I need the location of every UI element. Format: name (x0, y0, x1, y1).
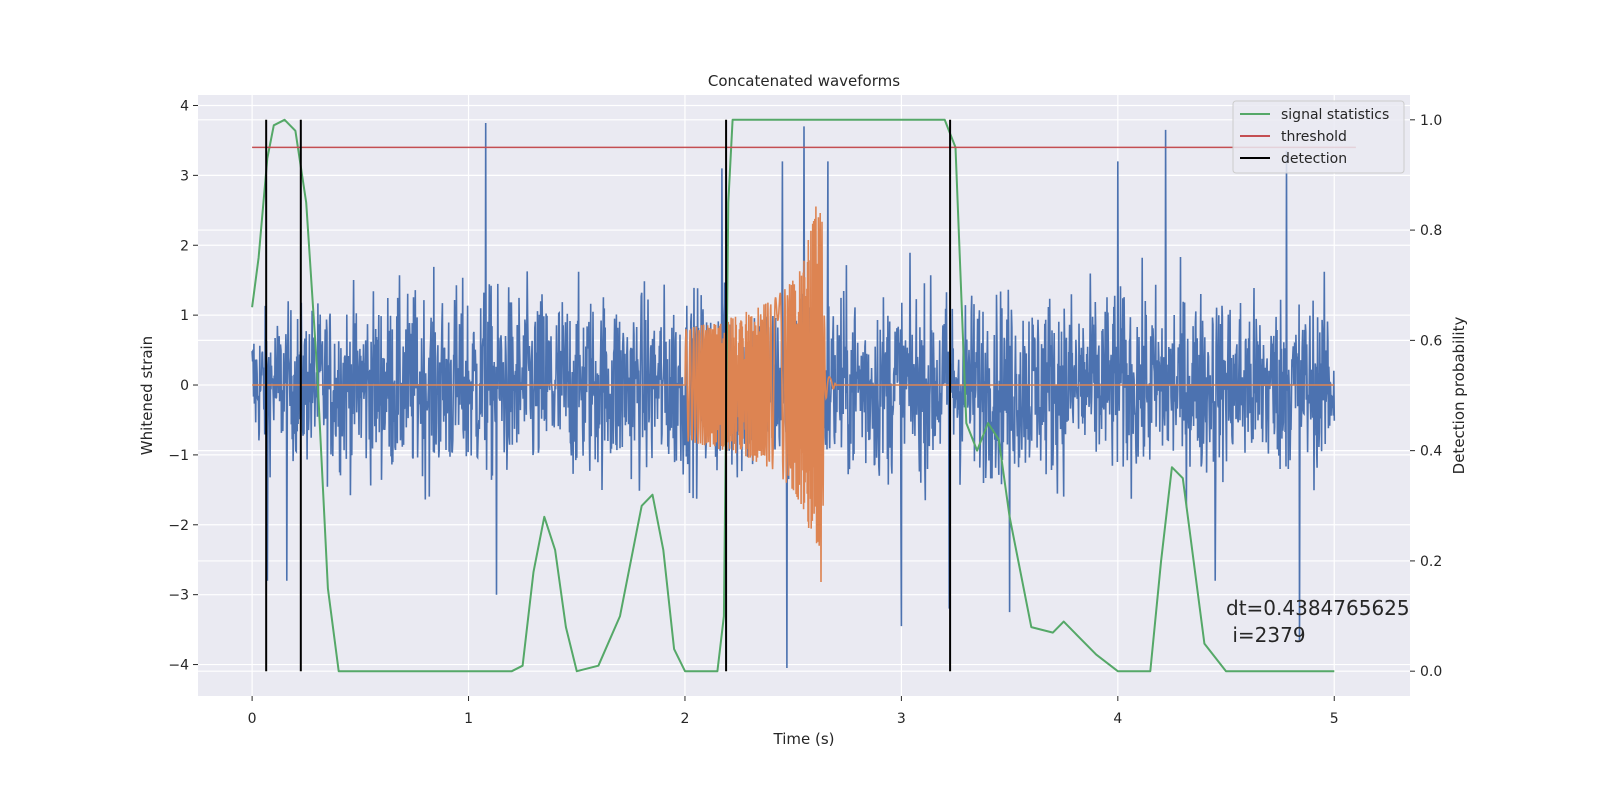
y2-tick-label: 0.6 (1420, 333, 1442, 349)
legend-label: detection (1281, 151, 1347, 167)
y-tick-label: 1 (180, 308, 189, 324)
y-tick-label: 4 (180, 98, 189, 114)
annotation-i: i=2379 (1226, 623, 1306, 647)
injection-series (252, 206, 1335, 583)
x-axis-label: Time (s) (773, 730, 835, 748)
x-tick-label: 2 (681, 711, 690, 727)
y-tick-label: −2 (168, 518, 189, 534)
x-tick-label: 1 (464, 711, 473, 727)
y2-tick-label: 0.0 (1420, 664, 1442, 680)
y-axis-label: Whitened strain (138, 336, 156, 455)
y2-tick-label: 0.2 (1420, 554, 1442, 570)
x-tick-label: 5 (1330, 711, 1339, 727)
y-tick-label: 0 (180, 378, 189, 394)
annotation-dt: dt=0.4384765625 (1226, 596, 1410, 620)
ticks: 0 1 2 3 4 5 −4 −3 −2 −1 0 1 2 3 4 0.0 0.2 0.4 0.6 0.8 1.0 (168, 98, 1442, 727)
signal-statistics-line (251, 118, 1335, 673)
y2-tick-label: 0.4 (1420, 444, 1442, 460)
legend: signal statistics threshold detection (1232, 100, 1405, 174)
legend-box (1232, 100, 1405, 174)
x-tick-label: 3 (897, 711, 906, 727)
y2-tick-label: 0.8 (1420, 223, 1442, 239)
y-tick-label: 2 (180, 238, 189, 254)
probability-layer (251, 118, 1356, 673)
x-tick-label: 0 (248, 711, 257, 727)
y-tick-label: −4 (168, 658, 189, 674)
y-tick-label: 3 (180, 168, 189, 184)
x-tick-label: 4 (1113, 711, 1122, 727)
y-tick-label: −1 (168, 448, 189, 464)
y-tick-label: −3 (168, 588, 189, 604)
legend-label: threshold (1281, 129, 1347, 145)
injection-line (252, 206, 1335, 583)
y2-axis-label: Detection probability (1450, 317, 1468, 475)
legend-label: signal statistics (1281, 107, 1389, 123)
y2-tick-label: 1.0 (1420, 113, 1442, 129)
chart-title: Concatenated waveforms (708, 72, 900, 90)
